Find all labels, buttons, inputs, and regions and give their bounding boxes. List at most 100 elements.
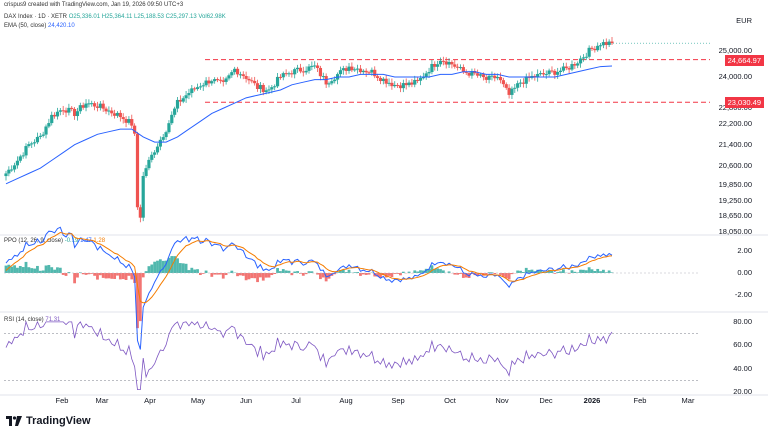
candle-body bbox=[370, 69, 374, 73]
candle-body bbox=[247, 78, 251, 81]
ppo-histogram-bar bbox=[153, 261, 157, 273]
ppo-histogram-bar bbox=[224, 273, 228, 276]
ppo-histogram-bar bbox=[433, 268, 437, 273]
ppo-histogram-bar bbox=[230, 270, 234, 273]
price-axis-label: 18,050.00 bbox=[718, 227, 752, 236]
time-axis-label: Nov bbox=[495, 396, 509, 405]
ppo-histogram-bar bbox=[562, 269, 565, 273]
candle-body bbox=[4, 173, 8, 177]
candle-body bbox=[24, 146, 28, 156]
candle-body bbox=[287, 73, 291, 75]
ppo-signal-line bbox=[5, 231, 613, 304]
ppo-histogram-bar bbox=[241, 273, 245, 276]
candle-body bbox=[213, 79, 217, 82]
candle-body bbox=[95, 106, 100, 108]
ppo-histogram-bar bbox=[7, 264, 11, 273]
ppo-histogram-bar bbox=[256, 273, 259, 283]
ppo-axis-label: -2.00 bbox=[734, 290, 752, 299]
tradingview-logo-icon bbox=[6, 416, 22, 426]
ppo-histogram-bar bbox=[359, 273, 362, 276]
ppo-histogram-bar bbox=[218, 273, 222, 275]
ppo-histogram-bar bbox=[41, 270, 45, 273]
candle-body bbox=[327, 83, 331, 85]
ppo-histogram-bar bbox=[379, 273, 382, 278]
candle-body bbox=[241, 74, 245, 76]
candle-body bbox=[87, 103, 91, 105]
ppo-histogram-bar bbox=[459, 273, 462, 274]
candle-body bbox=[581, 57, 586, 59]
candle-body bbox=[27, 144, 31, 147]
ppo-histogram-bar bbox=[556, 271, 560, 273]
ppo-histogram-bar bbox=[167, 257, 171, 273]
ppo-histogram-bar bbox=[384, 273, 388, 278]
ppo-histogram-bar bbox=[424, 268, 428, 273]
time-axis-label: Feb bbox=[55, 396, 69, 405]
ppo-histogram-bar bbox=[301, 273, 305, 276]
ppo-histogram-bar bbox=[290, 273, 294, 276]
ppo-histogram-bar bbox=[93, 273, 97, 276]
ppo-histogram-bar bbox=[81, 273, 85, 275]
currency-label: EUR bbox=[736, 16, 752, 25]
ppo-histogram-bar bbox=[247, 273, 251, 280]
candle-body bbox=[313, 65, 317, 67]
ppo-histogram-bar bbox=[604, 272, 608, 273]
candle-body bbox=[195, 87, 200, 90]
ppo-histogram-bar bbox=[599, 271, 602, 273]
rsi-axis-label: 80.00 bbox=[733, 316, 752, 326]
ppo-histogram-bar bbox=[10, 266, 14, 273]
candle-body bbox=[470, 71, 474, 76]
candle-body bbox=[298, 67, 303, 72]
time-axis-label: Oct bbox=[444, 396, 456, 405]
candle-body bbox=[344, 68, 348, 71]
ppo-histogram-bar bbox=[216, 273, 219, 275]
candle-body bbox=[504, 84, 508, 88]
ppo-label: PPO (12, 26, 9, close) bbox=[4, 238, 64, 244]
symbol-label: DAX Index · 1D · XETR bbox=[4, 14, 68, 20]
rsi-label: RSI (14, close) bbox=[4, 317, 44, 323]
candle-body bbox=[144, 168, 148, 176]
candle-body bbox=[478, 74, 483, 76]
ppo-histogram-bar bbox=[436, 268, 440, 273]
ppo-histogram-bar bbox=[501, 273, 505, 277]
ppo-histogram-bar bbox=[456, 273, 460, 275]
candle-body bbox=[607, 41, 611, 45]
candle-body bbox=[584, 56, 588, 58]
ppo-histogram-bar bbox=[610, 272, 614, 273]
candle-body bbox=[450, 61, 454, 65]
ppo-histogram-bar bbox=[310, 271, 314, 273]
ppo-histogram-bar bbox=[176, 258, 179, 273]
ppo-histogram-bar bbox=[204, 270, 208, 273]
candle-body bbox=[198, 86, 202, 88]
ppo-histogram-bar bbox=[279, 271, 282, 273]
candle-body bbox=[424, 73, 428, 78]
candle-body bbox=[104, 108, 108, 112]
candle-body bbox=[64, 110, 68, 113]
ppo-histogram-bar bbox=[136, 273, 139, 329]
candle-body bbox=[513, 87, 517, 89]
candle-body bbox=[50, 114, 54, 124]
candle-body bbox=[133, 125, 137, 134]
candle-body bbox=[558, 70, 563, 73]
ppo-histogram-bar bbox=[499, 273, 502, 275]
candle-body bbox=[295, 67, 300, 70]
ppo-histogram-bar bbox=[261, 273, 265, 281]
candle-body bbox=[12, 165, 17, 170]
candle-body bbox=[75, 111, 80, 117]
candle-body bbox=[407, 82, 411, 86]
candle-body bbox=[390, 82, 394, 87]
ppo-histogram-bar bbox=[4, 265, 8, 273]
candle-body bbox=[310, 65, 314, 67]
price-axis-label: 19,250.00 bbox=[718, 195, 752, 205]
ppo-histogram-bar bbox=[24, 261, 28, 273]
candle-body bbox=[135, 133, 140, 208]
candle-body bbox=[553, 70, 557, 75]
ppo-histogram-bar bbox=[333, 273, 337, 275]
time-axis-label: Jun bbox=[239, 396, 253, 405]
candle-body bbox=[596, 45, 600, 51]
time-axis-label: Apr bbox=[144, 396, 156, 405]
candle-body bbox=[44, 126, 48, 135]
ppo-axis-label: 0.00 bbox=[737, 268, 752, 277]
ppo-histogram-bar bbox=[150, 264, 154, 273]
ppo-histogram-bar bbox=[390, 273, 394, 278]
price-axis-label: 21,400.00 bbox=[718, 139, 752, 149]
